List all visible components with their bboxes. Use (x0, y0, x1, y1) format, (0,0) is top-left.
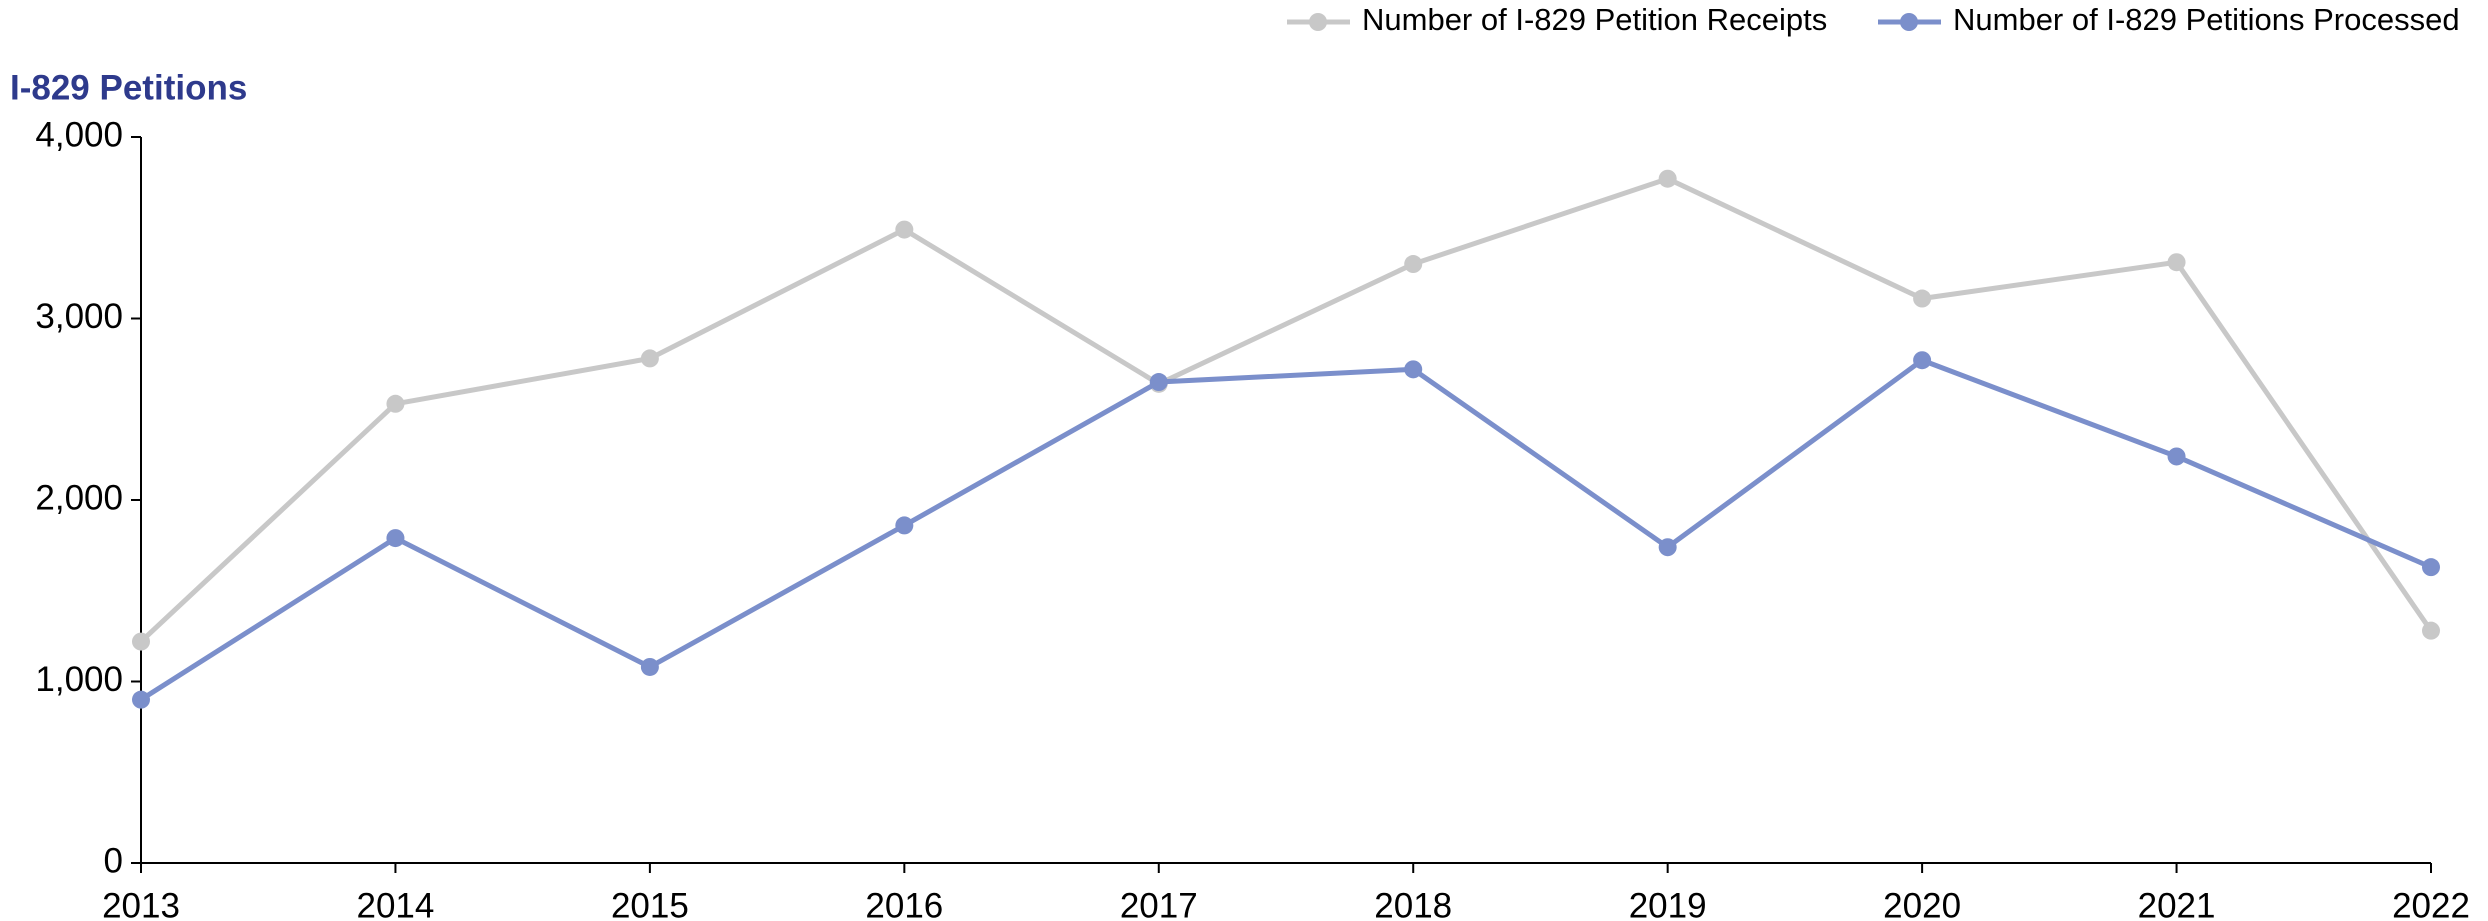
data-point (1404, 255, 1423, 274)
data-point (1404, 360, 1423, 379)
x-tick-label: 2014 (357, 886, 435, 921)
series-line (139, 176, 2434, 644)
chart-title: I-829 Petitions (10, 68, 247, 107)
data-point (1913, 351, 1932, 370)
x-tick-label: 2015 (611, 886, 689, 921)
data-point (895, 516, 914, 535)
data-point (895, 220, 914, 239)
x-tick-label: 2016 (865, 886, 943, 921)
legend-marker (1900, 13, 1918, 31)
x-tick-label: 2018 (1374, 886, 1452, 921)
y-tick-label: 1,000 (35, 660, 123, 699)
data-point (2422, 558, 2440, 577)
legend-label: Number of I-829 Petition Receipts (1362, 2, 1827, 37)
data-point (132, 690, 150, 709)
data-point (1658, 169, 1677, 188)
y-tick-label: 2,000 (35, 478, 123, 517)
legend-label: Number of I-829 Petitions Processed (1953, 2, 2460, 37)
y-tick-label: 4,000 (35, 115, 123, 154)
y-tick-label: 3,000 (35, 297, 123, 336)
data-point (2422, 621, 2440, 640)
data-point (2167, 447, 2186, 466)
x-tick-label: 2022 (2392, 886, 2470, 921)
data-point (1913, 289, 1932, 308)
data-point (1149, 373, 1168, 392)
data-point (386, 394, 405, 413)
data-point (2167, 253, 2186, 272)
x-tick-label: 2019 (1629, 886, 1707, 921)
data-point (386, 529, 405, 548)
data-point (132, 632, 150, 651)
data-point (640, 657, 659, 676)
x-tick-label: 2020 (1883, 886, 1961, 921)
y-tick-label: 0 (104, 841, 123, 880)
series-line (139, 357, 2432, 702)
x-tick-label: 2021 (2138, 886, 2216, 921)
data-point (1658, 538, 1677, 557)
legend-marker (1309, 13, 1327, 31)
x-tick-label: 2013 (102, 886, 180, 921)
x-tick-label: 2017 (1120, 886, 1198, 921)
data-point (640, 349, 659, 368)
